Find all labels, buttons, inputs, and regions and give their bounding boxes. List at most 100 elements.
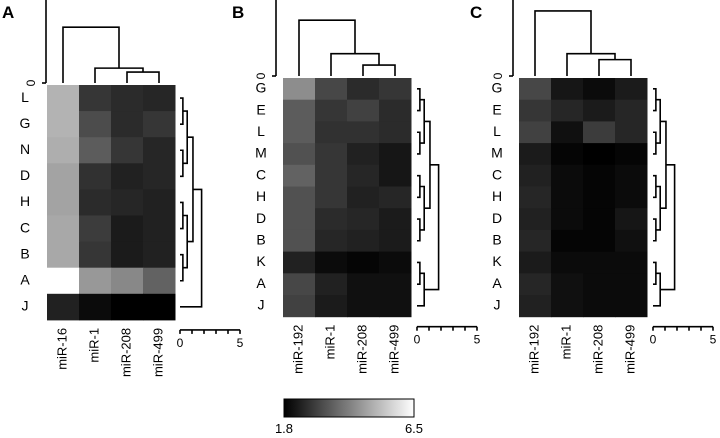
- heatmap-cell: [283, 186, 316, 209]
- row-label: N: [20, 141, 30, 157]
- row-label: M: [491, 145, 503, 161]
- heatmap-cell: [347, 208, 380, 231]
- heatmap-cell: [143, 111, 176, 138]
- column-label: miR-1: [558, 325, 573, 360]
- heatmap-cell: [111, 111, 144, 138]
- colorbar-bar: [283, 398, 415, 418]
- heatmap-cell: [615, 229, 648, 253]
- heatmap-cell: [379, 99, 412, 122]
- heatmap-cell: [615, 186, 648, 209]
- heatmap-cell: [47, 163, 80, 190]
- heatmap-cell: [47, 293, 80, 321]
- heatmap-cell: [79, 293, 112, 321]
- heatmap-cell: [315, 208, 348, 231]
- heatmap-cell: [347, 295, 380, 318]
- heatmap-cell: [583, 143, 616, 166]
- heatmap-cell: [519, 186, 552, 209]
- row-dendrogram-branch: [417, 131, 421, 155]
- heatmap-cell: [347, 164, 380, 187]
- heatmap-cell: [615, 78, 648, 101]
- heatmap-cell: [143, 267, 176, 295]
- heatmap-cell: [583, 208, 616, 231]
- heatmap-cell: [79, 163, 112, 190]
- heatmap-cell: [615, 99, 648, 122]
- column-label: miR-499: [386, 325, 401, 374]
- heatmap-cell: [347, 121, 380, 144]
- heatmap-cell: [143, 85, 176, 112]
- heatmap-cell: [111, 85, 144, 112]
- heatmap-cell: [519, 78, 552, 101]
- column-dendrogram-tick-label: 0: [254, 72, 268, 79]
- row-label: L: [257, 123, 265, 139]
- heatmap-cell: [315, 229, 348, 253]
- row-dendrogram-branch: [180, 149, 184, 178]
- column-label: miR-192: [290, 325, 305, 374]
- heatmap-cell: [79, 137, 112, 164]
- heatmap-cell: [79, 111, 112, 138]
- heatmap-cell: [283, 273, 316, 296]
- heatmap-cell: [143, 137, 176, 164]
- colorbar-min-label: 1.8: [275, 421, 293, 436]
- column-dendrogram-branch: [298, 19, 356, 76]
- heatmap-cell: [79, 215, 112, 243]
- heatmap-cell: [283, 121, 316, 144]
- row-label: H: [20, 193, 30, 209]
- row-label: K: [492, 253, 502, 269]
- heatmap-cell: [347, 99, 380, 122]
- row-dendrogram-tick-label: 5: [710, 333, 717, 347]
- heatmap-cell: [551, 186, 584, 209]
- heatmap-cell: [379, 229, 412, 253]
- row-label: B: [20, 245, 29, 261]
- heatmap-cell: [551, 164, 584, 187]
- column-label: miR-1: [86, 328, 101, 363]
- heatmap-cell: [615, 143, 648, 166]
- heatmap-cell: [519, 208, 552, 231]
- row-dendrogram-branch: [660, 164, 676, 291]
- row-label: D: [256, 210, 266, 226]
- row-label: L: [493, 123, 501, 139]
- heatmap-cell: [283, 295, 316, 318]
- row-label: G: [20, 115, 31, 131]
- panel-letter: C: [470, 3, 482, 22]
- column-dendrogram-branch: [362, 64, 396, 76]
- heatmap-cell: [519, 251, 552, 274]
- row-label: C: [256, 166, 266, 182]
- column-label: miR-1: [322, 325, 337, 360]
- heatmap-cell: [519, 143, 552, 166]
- heatmap-cell: [615, 121, 648, 144]
- heatmap-cell: [315, 273, 348, 296]
- column-label: miR-192: [526, 325, 541, 374]
- heatmap-cell: [47, 215, 80, 243]
- heatmap-cell: [143, 241, 176, 269]
- heatmap-cell: [143, 189, 176, 216]
- heatmap-panel-c: CGELMCHDBKAJmiR-192miR-1miR-208miR-49905…: [470, 0, 717, 374]
- row-label: H: [256, 188, 266, 204]
- heatmap-cell: [79, 189, 112, 216]
- heatmap-cell: [283, 251, 316, 274]
- heatmap-cell: [315, 186, 348, 209]
- heatmap-cell: [583, 78, 616, 101]
- heatmap-cell: [347, 273, 380, 296]
- column-label: miR-16: [54, 328, 69, 370]
- row-label: M: [255, 145, 267, 161]
- heatmap-cell: [551, 273, 584, 296]
- heatmap-cell: [519, 164, 552, 187]
- heatmap-cell: [379, 143, 412, 166]
- row-dendrogram-branch: [660, 120, 667, 209]
- column-label: miR-208: [590, 325, 605, 374]
- heatmap-cell: [583, 273, 616, 296]
- heatmap-cell: [47, 111, 80, 138]
- row-label: D: [492, 210, 502, 226]
- heatmap-cell: [283, 229, 316, 253]
- row-dendrogram-branch: [417, 174, 421, 199]
- heatmap-cell: [111, 267, 144, 295]
- heatmap-cell: [551, 208, 584, 231]
- heatmap-cell: [315, 78, 348, 101]
- row-dendrogram-branch: [653, 261, 657, 285]
- heatmap-cell: [111, 189, 144, 216]
- heatmap-cell: [111, 163, 144, 190]
- heatmap-cell: [283, 208, 316, 231]
- heatmap-cell: [379, 208, 412, 231]
- heatmap-cell: [111, 293, 144, 321]
